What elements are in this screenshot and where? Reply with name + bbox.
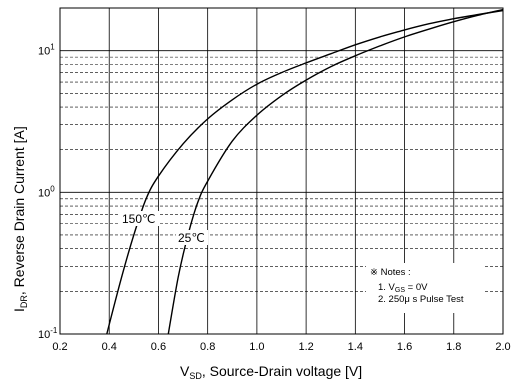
y-tick-exp: -1	[50, 326, 58, 335]
notes-title: ※ Notes :	[370, 267, 411, 278]
x-tick-label: 1.0	[249, 341, 264, 353]
y-tick-base: 10	[38, 187, 50, 199]
curve-25c	[167, 8, 504, 335]
curve-150c	[106, 9, 504, 335]
x-tick-label: 0.2	[52, 341, 67, 353]
curves	[106, 8, 504, 335]
notes-line-1-post: = 0V	[405, 282, 428, 293]
x-axis-label: VSD, Source-Drain voltage [V]	[180, 363, 362, 381]
notes-line-2: 2. 250μ s Pulse Test	[378, 294, 464, 305]
x-tick-label: 0.6	[151, 341, 166, 353]
label-25-bg	[176, 230, 208, 245]
notes-line-1: 1. VGS = 0V	[378, 282, 428, 294]
plot-frame	[59, 7, 504, 335]
x-tick-labels: 0.2 0.4 0.6 0.8 1.0 1.2 1.4 1.6 1.8 2.0	[52, 341, 510, 353]
y-tick-label: 101	[38, 43, 55, 58]
x-tick-label: 0.8	[200, 341, 215, 353]
notes-box-bg	[366, 263, 484, 313]
y-tick-base: 10	[38, 46, 50, 58]
y-tick-exp: 0	[50, 184, 55, 193]
y-tick-label: 100	[38, 184, 55, 199]
x-tick-label: 2.0	[495, 341, 510, 353]
y-axis-label: IDR, Reverse Drain Current [A]	[11, 126, 29, 312]
x-tick-label: 1.4	[348, 341, 363, 353]
x-axis-label-rest: , Source-Drain voltage [V]	[202, 363, 362, 379]
y-axis-label-sub: DR	[19, 295, 29, 308]
x-axis-label-main: V	[180, 363, 190, 379]
x-tick-label: 0.4	[102, 341, 117, 353]
notes-line-1-sub: GS	[395, 287, 405, 294]
x-axis-label-sub: SD	[189, 371, 202, 381]
y-tick-exp: 1	[50, 43, 55, 52]
curve-label-150: 150℃	[122, 212, 156, 226]
x-tick-label: 1.6	[397, 341, 412, 353]
x-tick-label: 1.2	[298, 341, 313, 353]
curve-label-25: 25℃	[178, 231, 205, 245]
y-tick-label: 10-1	[38, 326, 58, 341]
y-tick-base: 10	[38, 329, 50, 341]
label-150-bg	[120, 211, 160, 226]
x-tick-label: 1.8	[446, 341, 461, 353]
notes-line-1-pre: 1. V	[378, 282, 396, 293]
y-axis-label-rest: , Reverse Drain Current [A]	[11, 126, 27, 295]
y-axis-label-main: I	[11, 308, 27, 312]
